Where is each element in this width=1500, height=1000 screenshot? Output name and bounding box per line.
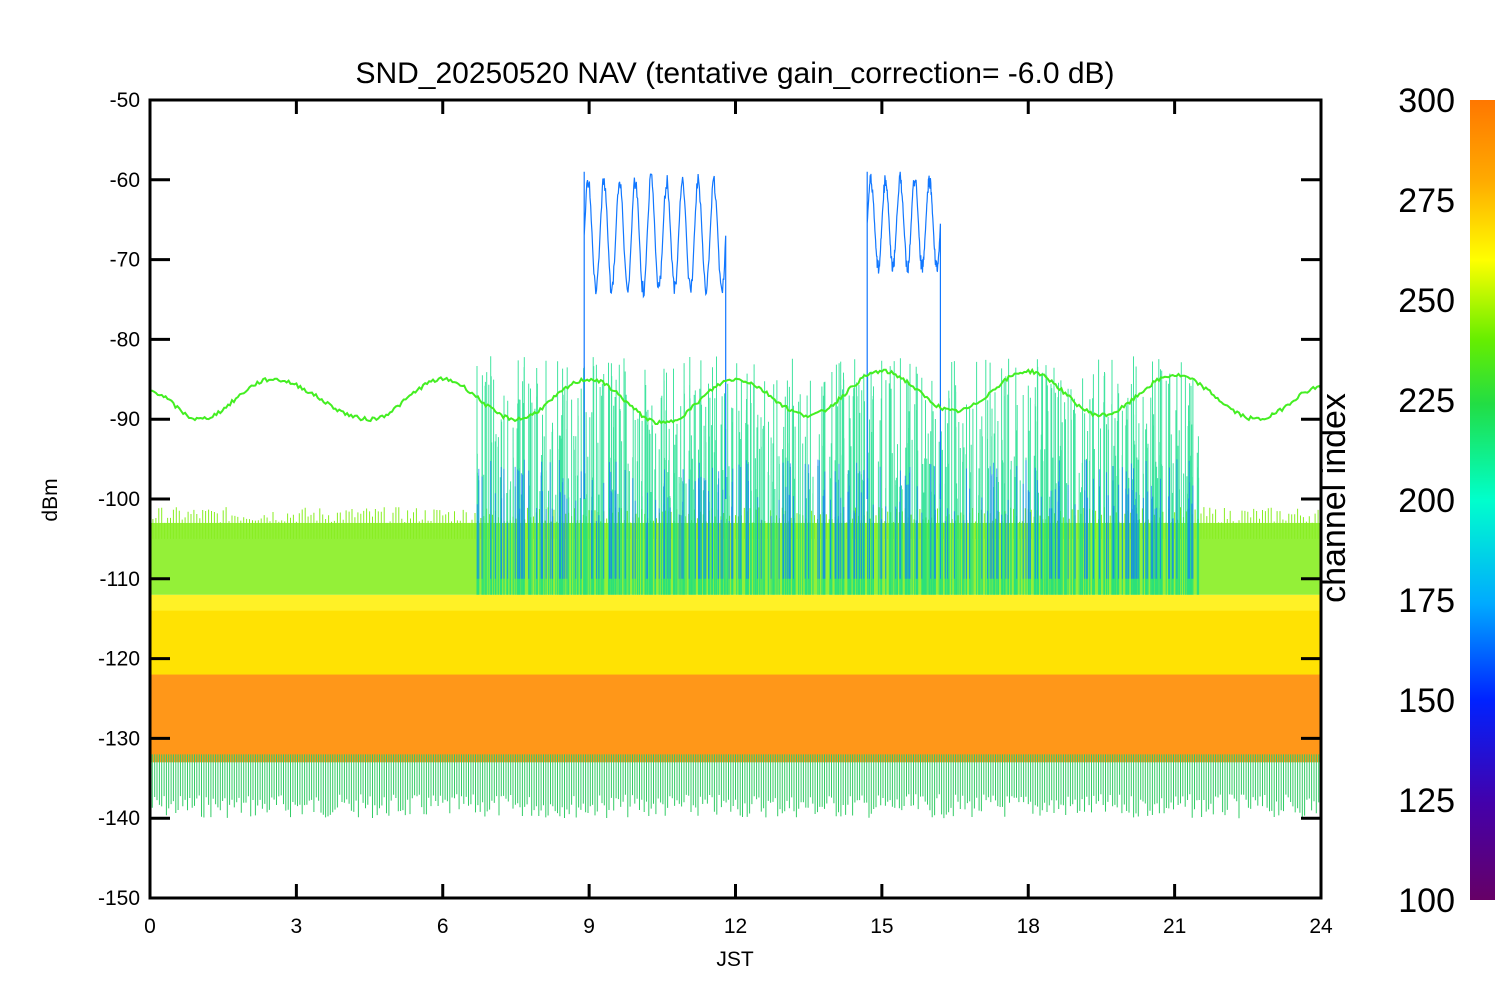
burst-block-2 (866, 171, 941, 499)
x-tick-label: 24 (1309, 915, 1333, 938)
colorbar (1470, 100, 1495, 900)
x-tick-label: 18 (1017, 915, 1040, 938)
y-tick-label: -120 (98, 648, 140, 671)
colorbar-ticks: 300 275 250 225 200 175 150 125 100 (1398, 82, 1455, 920)
colorbar-label: channel index (1315, 393, 1353, 603)
x-tick-label: 21 (1163, 915, 1186, 938)
y-tick-label: -80 (110, 328, 140, 351)
y-tick-label: -60 (110, 169, 140, 192)
x-tick-label: 12 (724, 915, 747, 938)
daytime-activity-blue (476, 459, 1194, 579)
y-axis-label: dBm (39, 478, 62, 521)
x-axis-label: JST (716, 948, 754, 971)
y-tick-label: -50 (110, 89, 140, 112)
chart-title: SND_20250520 NAV (tentative gain_correct… (355, 57, 1114, 90)
x-tick-label: 0 (144, 915, 156, 938)
colorbar-tick-label: 100 (1398, 882, 1455, 920)
y-tick-label: -90 (110, 408, 140, 431)
carrier-line (150, 367, 1321, 425)
x-tick-label: 3 (291, 915, 303, 938)
colorbar-tick-label: 200 (1398, 482, 1455, 520)
y-tick-label: -140 (98, 807, 140, 830)
x-tick-label: 6 (437, 915, 449, 938)
colorbar-tick-label: 225 (1398, 382, 1455, 420)
x-axis: 0 3 6 9 12 15 18 21 24 (144, 100, 1333, 938)
y-axis: -50 -60 -70 -80 -90 -100 -110 -120 -130 -140 -150 (98, 89, 1321, 910)
y-tick-label: -100 (98, 488, 140, 511)
y-tick-label: -70 (110, 249, 140, 272)
x-tick-label: 9 (583, 915, 595, 938)
colorbar-tick-label: 275 (1398, 182, 1455, 220)
x-tick-label: 15 (870, 915, 893, 938)
colorbar-tick-label: 175 (1398, 582, 1455, 620)
plot-area (150, 171, 1321, 819)
daytime-activity (476, 356, 1200, 595)
burst-block-1 (583, 171, 727, 499)
y-tick-label: -110 (100, 568, 140, 591)
y-tick-label: -150 (98, 887, 140, 910)
y-tick-label: -130 (98, 727, 140, 750)
colorbar-tick-label: 125 (1398, 782, 1455, 820)
colorbar-tick-label: 300 (1398, 82, 1455, 120)
colorbar-tick-label: 250 (1398, 282, 1455, 320)
secondary-band (150, 594, 1321, 675)
colorbar-tick-label: 150 (1398, 682, 1455, 720)
noise-floor-lower-spikes (150, 754, 1320, 819)
